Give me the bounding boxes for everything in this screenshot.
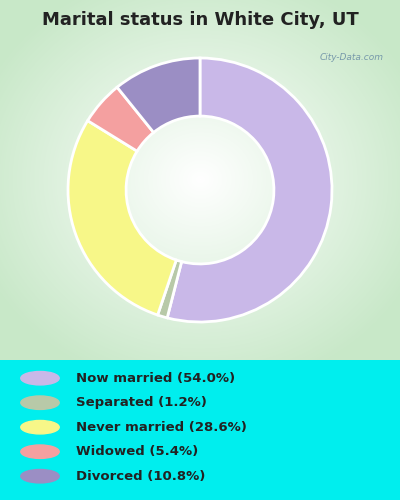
Text: Now married (54.0%): Now married (54.0%)	[76, 372, 235, 384]
Wedge shape	[158, 260, 182, 318]
Wedge shape	[88, 87, 154, 151]
Circle shape	[21, 445, 59, 458]
Circle shape	[21, 396, 59, 409]
Wedge shape	[117, 58, 200, 132]
Circle shape	[21, 420, 59, 434]
Circle shape	[21, 372, 59, 385]
Circle shape	[21, 470, 59, 483]
Text: Widowed (5.4%): Widowed (5.4%)	[76, 445, 198, 458]
Text: Marital status in White City, UT: Marital status in White City, UT	[42, 11, 358, 29]
Text: City-Data.com: City-Data.com	[320, 52, 384, 62]
Text: Divorced (10.8%): Divorced (10.8%)	[76, 470, 205, 482]
Wedge shape	[68, 120, 176, 315]
Text: Separated (1.2%): Separated (1.2%)	[76, 396, 207, 409]
Wedge shape	[167, 58, 332, 322]
Text: Never married (28.6%): Never married (28.6%)	[76, 420, 247, 434]
